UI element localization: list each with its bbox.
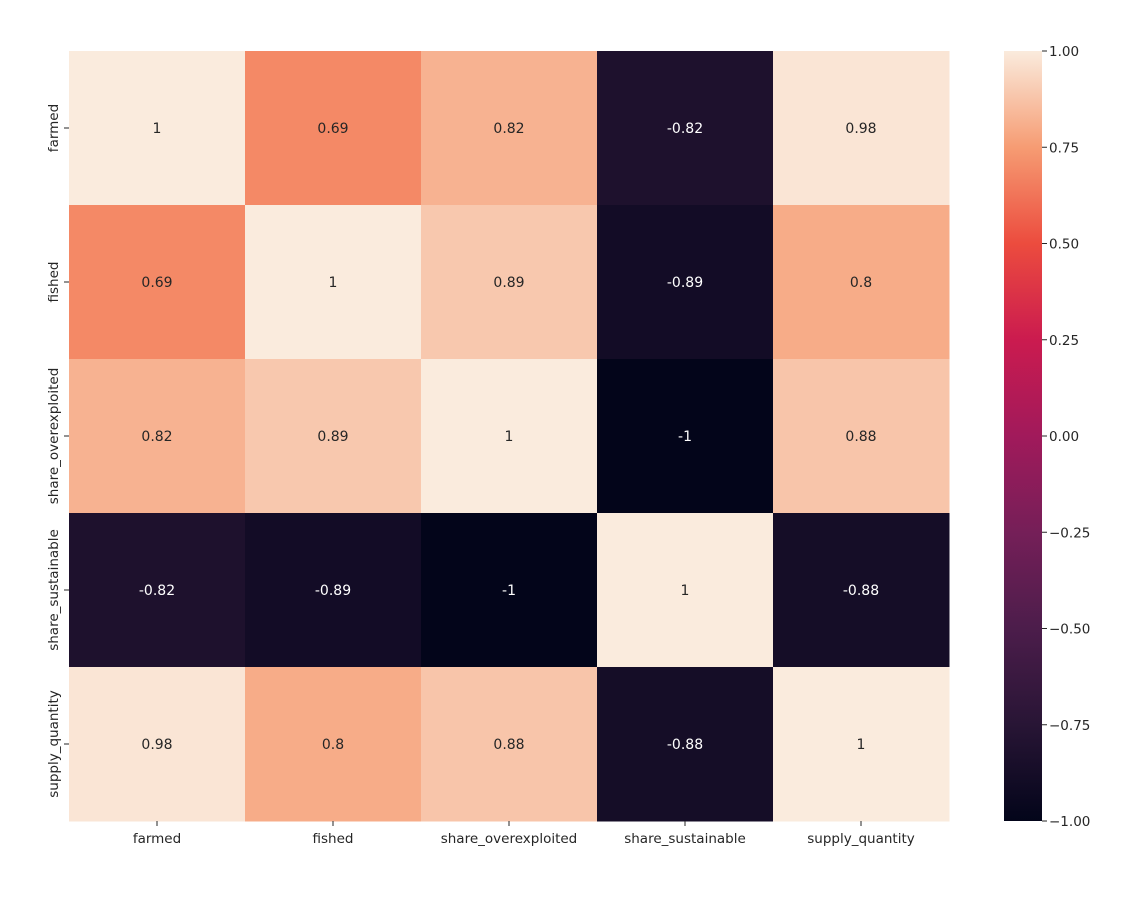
heatmap-cell — [597, 359, 774, 514]
heatmap-cell — [773, 51, 950, 206]
heatmap-cell — [245, 513, 422, 668]
cell-annotation: 0.69 — [317, 121, 348, 137]
colorbar-tick-label: −0.25 — [1049, 525, 1090, 541]
y-axis: farmed fished share_overexploited share_sus… — [46, 104, 69, 798]
cell-annotation: 1 — [857, 737, 866, 753]
heatmap-cell — [773, 205, 950, 360]
heatmap-cell — [245, 205, 422, 360]
cell-annotation: -0.82 — [667, 121, 703, 137]
colorbar-tick-label: 1.00 — [1049, 44, 1079, 60]
cell-annotation: 0.88 — [845, 429, 876, 445]
x-tick-label: share_sustainable — [624, 831, 746, 847]
cell-annotation: 1 — [505, 429, 514, 445]
x-tick-label: supply_quantity — [807, 831, 915, 847]
cell-annotation: 0.8 — [322, 737, 344, 753]
cell-annotation: -1 — [678, 429, 692, 445]
heatmap-cell — [597, 205, 774, 360]
cell-annotation: 0.88 — [493, 737, 524, 753]
heatmap-cell — [773, 513, 950, 668]
cell-annotation: -0.89 — [667, 275, 703, 291]
x-axis: farmed fished share_overexploited share_sus… — [133, 821, 915, 847]
y-tick-label: farmed — [46, 104, 62, 152]
colorbar-gradient — [1004, 51, 1042, 821]
heatmap-cell — [421, 513, 598, 668]
heatmap-cell — [69, 51, 246, 206]
cell-annotation: -0.89 — [315, 583, 351, 599]
colorbar-tick-label: −0.50 — [1049, 622, 1090, 638]
colorbar-tick-label: 0.00 — [1049, 429, 1079, 445]
cell-annotation: -0.88 — [667, 737, 703, 753]
heatmap-cell — [421, 359, 598, 514]
heatmap-cell — [69, 205, 246, 360]
cell-annotation: -1 — [502, 583, 516, 599]
cell-annotation: -0.82 — [139, 583, 175, 599]
heatmap-cell — [421, 51, 598, 206]
heatmap-cell — [597, 513, 774, 668]
heatmap-cell — [69, 667, 246, 822]
x-tick-label: farmed — [133, 831, 181, 847]
x-tick-label: share_overexploited — [441, 831, 578, 847]
cell-annotation: -0.88 — [843, 583, 879, 599]
y-tick-label: supply_quantity — [46, 690, 62, 798]
heatmap-cell — [421, 205, 598, 360]
heatmap-annotations: 1 0.69 0.82 -0.82 0.98 0.69 1 0.89 -0.89 0.8 0.82 0… — [139, 121, 879, 753]
heatmap-cell — [245, 667, 422, 822]
cell-annotation: 0.98 — [845, 121, 876, 137]
cell-annotation: 0.82 — [493, 121, 524, 137]
heatmap-cell — [245, 359, 422, 514]
y-tick-label: fished — [46, 262, 62, 303]
heatmap-cells — [69, 51, 950, 822]
cell-annotation: 0.89 — [493, 275, 524, 291]
y-tick-label: share_sustainable — [46, 529, 62, 651]
cell-annotation: 0.8 — [850, 275, 872, 291]
heatmap-cell — [597, 51, 774, 206]
cell-annotation: 0.69 — [141, 275, 172, 291]
cell-annotation: 0.89 — [317, 429, 348, 445]
heatmap-cell — [245, 51, 422, 206]
cell-annotation: 1 — [153, 121, 162, 137]
cell-annotation: 0.82 — [141, 429, 172, 445]
colorbar: 1.00 0.75 0.50 0.25 0.00 −0.25 −0.50 −0.75 −1.00 — [1004, 44, 1090, 830]
heatmap-cell — [773, 667, 950, 822]
colorbar-tick-label: 0.25 — [1049, 333, 1079, 349]
colorbar-tick-label: −1.00 — [1049, 814, 1090, 830]
colorbar-tick-label: 0.50 — [1049, 237, 1079, 253]
heatmap-cell — [597, 667, 774, 822]
cell-annotation: 0.98 — [141, 737, 172, 753]
heatmap-cell — [773, 359, 950, 514]
colorbar-tick-label: −0.75 — [1049, 718, 1090, 734]
colorbar-tick-label: 0.75 — [1049, 140, 1079, 156]
heatmap-cell — [69, 359, 246, 514]
cell-annotation: 1 — [681, 583, 690, 599]
y-tick-label: share_overexploited — [46, 368, 62, 505]
cell-annotation: 1 — [329, 275, 338, 291]
heatmap-cell — [421, 667, 598, 822]
heatmap-cell — [69, 513, 246, 668]
x-tick-label: fished — [313, 831, 354, 847]
